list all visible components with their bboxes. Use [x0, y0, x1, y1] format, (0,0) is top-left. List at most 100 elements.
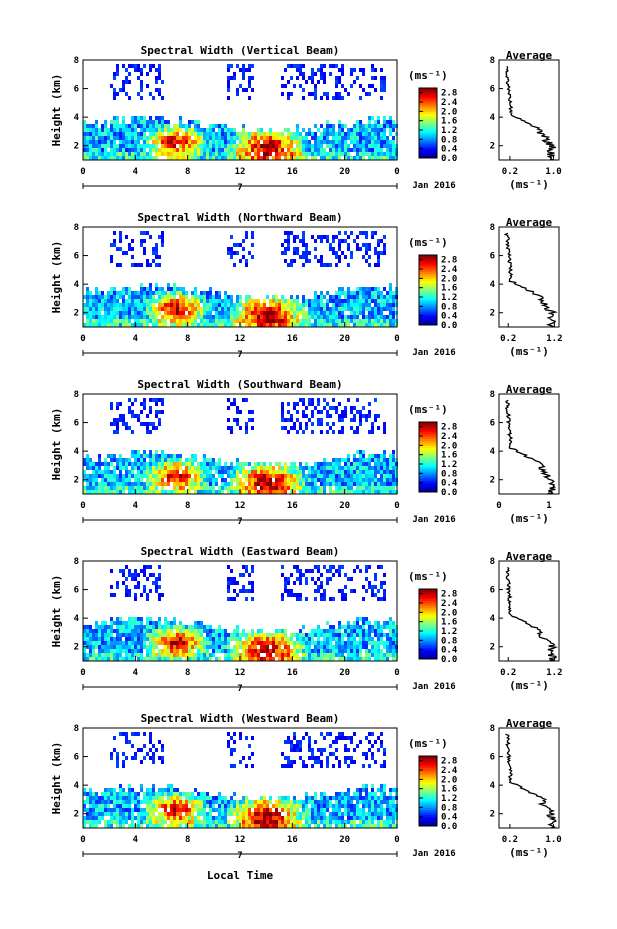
x-tick-label: 16: [287, 334, 298, 344]
y-tick-label: 6: [74, 753, 79, 763]
colorbar-band: [419, 784, 437, 787]
x-tick-label: 4: [133, 835, 139, 845]
profile-title: Average: [506, 717, 553, 730]
colorbar-unit: (ms⁻¹): [408, 236, 448, 249]
colorbar-band: [419, 109, 437, 112]
colorbar-band: [419, 127, 437, 131]
colorbar-tick-label: 2.8: [441, 590, 457, 600]
colorbar-band: [419, 640, 437, 644]
colorbar-band: [419, 92, 437, 96]
colorbar-tick-label: 1.6: [441, 117, 457, 127]
colorbar-band: [419, 290, 437, 293]
colorbar-tick-label: 1.6: [441, 284, 457, 294]
x-tick-label: 20: [339, 167, 350, 177]
profile-y-tick-label: 2: [490, 810, 495, 820]
colorbar-band: [419, 635, 437, 639]
x-tick-label: 8: [185, 835, 190, 845]
x-tick-label: 0: [80, 167, 85, 177]
colorbar-band: [419, 273, 437, 277]
x-tick-label: 12: [235, 501, 246, 511]
y-axis-label: Height (km): [50, 575, 63, 648]
colorbar-band: [419, 304, 437, 307]
colorbar-band: [419, 480, 437, 484]
profile-title: Average: [506, 383, 553, 396]
x-tick-label: 16: [287, 167, 298, 177]
profile-y-tick-label: 2: [490, 142, 495, 152]
profile-y-tick-label: 8: [490, 56, 495, 66]
colorbar: [418, 254, 438, 326]
colorbar-band: [419, 259, 437, 263]
colorbar-band: [419, 116, 437, 119]
colorbar-tick-label: 2.0: [441, 775, 457, 785]
colorbar-band: [419, 306, 437, 310]
colorbar-band: [419, 433, 437, 437]
x-tick-label: 4: [133, 334, 139, 344]
profile-y-tick-label: 4: [490, 614, 496, 624]
profile-y-tick-label: 2: [490, 309, 495, 319]
heatmap-cells: [83, 565, 398, 661]
profile-y-tick-label: 6: [490, 586, 495, 596]
colorbar-band: [419, 633, 437, 637]
profile-x-tick-label: 0.2: [500, 334, 516, 344]
panel-title: Spectral Width (Northward Beam): [137, 211, 342, 224]
colorbar-band: [419, 146, 437, 150]
profile-frame: [498, 393, 560, 495]
date-day-label: 7: [237, 350, 242, 360]
y-tick-label: 8: [74, 557, 79, 567]
colorbar-band: [419, 461, 437, 465]
colorbar-band: [419, 311, 437, 314]
colorbar-band: [419, 758, 437, 762]
panel-3: Spectral Width (Eastward Beam) 2 4 6 8 Height…: [50, 545, 563, 694]
colorbar-band: [419, 454, 437, 458]
y-tick-label: 8: [74, 223, 79, 233]
colorbar-band: [419, 654, 437, 658]
colorbar-tick-label: 2.0: [441, 274, 457, 284]
x-tick-label: 12: [235, 167, 246, 177]
colorbar-band: [419, 816, 437, 820]
x-tick-label: 8: [185, 334, 190, 344]
x-tick-label: 4: [133, 501, 139, 511]
colorbar-band: [419, 779, 437, 783]
profile-x-tick-label: 0.2: [502, 835, 518, 845]
profile-y-tick-label: 4: [490, 280, 496, 290]
colorbar-band: [419, 95, 437, 98]
colorbar-band: [419, 802, 437, 806]
colorbar-band: [419, 772, 437, 776]
colorbar-band: [419, 292, 437, 296]
colorbar-band: [419, 478, 437, 481]
colorbar-tick-label: 0.4: [441, 312, 458, 322]
colorbar-band: [419, 593, 437, 597]
colorbar-tick-label: 1.2: [441, 794, 457, 804]
colorbar-band: [419, 153, 437, 157]
colorbar-band: [419, 130, 437, 133]
colorbar-band: [419, 823, 437, 827]
colorbar-band: [419, 457, 437, 460]
x-tick-label: 0: [80, 501, 85, 511]
colorbar-band: [419, 598, 437, 602]
y-tick-label: 4: [74, 280, 80, 290]
profile-y-tick-label: 8: [490, 223, 495, 233]
y-axis-label: Height (km): [50, 742, 63, 815]
panel-1: Spectral Width (Northward Beam) 2 4 6 8 Heigh…: [50, 211, 563, 360]
colorbar-band: [419, 781, 437, 785]
colorbar-band: [419, 266, 437, 270]
colorbar-band: [419, 137, 437, 140]
colorbar-band: [419, 464, 437, 467]
colorbar-band: [419, 645, 437, 648]
profile-x-label: (ms⁻¹): [509, 846, 549, 859]
y-tick-label: 4: [74, 781, 80, 791]
heatmap-cells: [83, 64, 398, 160]
colorbar-unit: (ms⁻¹): [408, 737, 448, 750]
colorbar-band: [419, 278, 437, 282]
colorbar-band: [419, 301, 437, 305]
colorbar-band: [419, 106, 437, 110]
colorbar-band: [419, 459, 437, 463]
x-tick-label: 8: [185, 167, 190, 177]
colorbar-band: [419, 257, 437, 261]
date-month-label: Jan 2016: [412, 849, 455, 859]
profile-x-label: (ms⁻¹): [509, 512, 549, 525]
profile-y-tick-label: 6: [490, 419, 495, 429]
x-tick-label: 12: [235, 334, 246, 344]
colorbar-band: [419, 318, 437, 321]
profile-y-tick-label: 6: [490, 252, 495, 262]
